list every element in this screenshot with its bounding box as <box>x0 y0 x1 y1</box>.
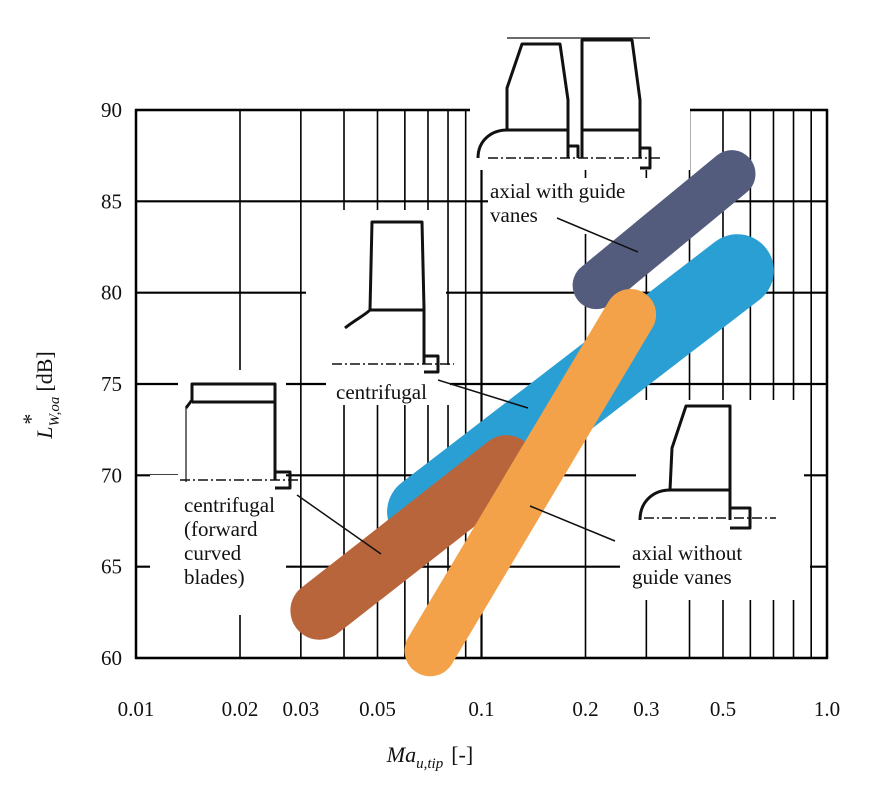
y-axis-title: LW,oa*[dB] <box>18 351 63 439</box>
x-tick-label: 0.2 <box>572 697 598 721</box>
sketch-gap <box>568 144 580 158</box>
band-axial-without-guide-vanes <box>404 289 657 677</box>
annotation-label: axial without guide vanes <box>632 541 742 589</box>
fan-sketches <box>180 37 776 530</box>
annotation-label: centrifugal (forward curved blades) <box>184 493 275 589</box>
x-tick-label: 0.05 <box>359 697 396 721</box>
annotation-label: centrifugal <box>336 380 427 404</box>
annotation-line: blades) <box>184 565 245 589</box>
x-tick-label: 0.3 <box>633 697 659 721</box>
annotation-line: centrifugal <box>336 380 427 404</box>
annotation-line: axial with guide <box>490 179 625 203</box>
band-axial-with-guide-vanes <box>572 150 756 310</box>
annotation-leader <box>296 494 382 555</box>
y-tick-label: 75 <box>101 372 122 396</box>
y-tick-label: 70 <box>101 463 122 487</box>
sketch-motor-box-4 <box>730 506 752 530</box>
annotations: axial with guide vanescentrifugalcentrifu… <box>184 179 742 589</box>
series-bands <box>290 150 774 677</box>
annotation-line: curved <box>184 541 242 565</box>
annotation-line: (forward <box>184 517 258 541</box>
y-tick-label: 80 <box>101 281 122 305</box>
sketch-axial-nogv-rotor <box>638 404 732 521</box>
label-mask <box>636 400 804 540</box>
label-mask <box>150 475 286 615</box>
sketch-axial-rotor <box>476 42 570 159</box>
annotation-line: guide vanes <box>632 565 732 589</box>
y-tick-label: 85 <box>101 189 122 213</box>
x-tick-label: 0.02 <box>222 697 259 721</box>
annotation-line: centrifugal <box>184 493 275 517</box>
y-tick-label: 60 <box>101 646 122 670</box>
annotation-label: axial with guide vanes <box>490 179 625 227</box>
x-tick-label: 0.03 <box>282 697 319 721</box>
annotation-leader <box>556 217 639 253</box>
annotation-leader <box>437 379 529 409</box>
sketch-centrifugal-impeller <box>344 220 426 364</box>
annotation-line: vanes <box>490 203 538 227</box>
x-axis-title: Mau,tip [-] <box>386 742 473 772</box>
annotation-leader <box>529 505 616 542</box>
x-tick-label: 0.1 <box>468 697 494 721</box>
x-tick-label: 0.5 <box>710 697 736 721</box>
label-mask <box>178 370 286 480</box>
band-centrifugal-forward-curved-blades- <box>290 435 536 640</box>
sketch-motor-box-2 <box>424 354 440 374</box>
x-tick-label: 0.01 <box>118 697 155 721</box>
y-tick-label: 65 <box>101 555 122 579</box>
sketch-axial-guide-vane <box>580 38 642 158</box>
y-tick-label: 90 <box>101 98 122 122</box>
annotation-line: axial without <box>632 541 742 565</box>
x-tick-label: 1.0 <box>814 697 840 721</box>
sketch-fc-casing <box>184 382 277 480</box>
label-mask <box>470 30 690 170</box>
tick-labels: 0.01 0.02 0.03 0.05 0.1 0.2 0.3 0.5 1.0 60 65 70 75 8… <box>101 98 840 721</box>
